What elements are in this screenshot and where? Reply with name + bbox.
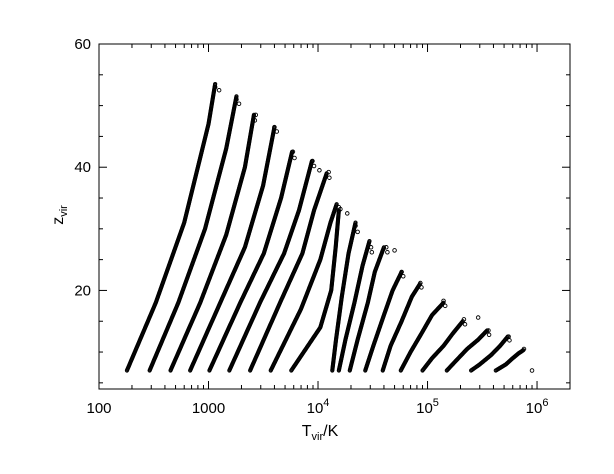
outlier-point	[272, 124, 277, 130]
x-tick-label: 100	[86, 400, 111, 417]
outlier-point	[326, 169, 331, 175]
outlier-point	[253, 112, 258, 118]
outlier-point	[311, 163, 317, 169]
outlier-point	[292, 155, 297, 161]
outlier-point	[442, 303, 448, 309]
outlier-point	[475, 315, 481, 320]
x-tick-label: 1000	[192, 400, 225, 417]
outlier-point	[236, 101, 242, 107]
outlier-point	[212, 84, 218, 90]
series-15	[398, 300, 446, 373]
outlier-point	[529, 368, 535, 373]
outlier-point	[345, 211, 350, 216]
series-8	[268, 202, 339, 373]
outlier-point	[317, 168, 322, 173]
x-tick-label: 104	[307, 397, 330, 417]
outlier-point	[385, 249, 390, 255]
series-9	[289, 208, 341, 373]
tick-labels: 100 1000 104 105 106 20 40 60	[74, 36, 548, 417]
data-point	[334, 202, 339, 207]
data-point	[251, 112, 257, 117]
series-18	[469, 334, 510, 373]
outlier-points	[212, 84, 535, 373]
x-axis-label: Tvir/K	[302, 423, 339, 443]
series-17	[444, 328, 490, 373]
x-tick-label: 106	[526, 397, 549, 417]
outlier-point	[461, 317, 467, 322]
outlier-point	[310, 158, 315, 164]
outlier-point	[252, 118, 258, 123]
series-2	[147, 94, 239, 373]
series-16	[420, 319, 465, 373]
series-14	[380, 282, 422, 373]
outlier-point	[418, 280, 423, 286]
plot-frame	[98, 43, 571, 390]
y-tick-label: 60	[74, 36, 91, 53]
outlier-point	[353, 223, 358, 228]
series-6	[227, 158, 315, 373]
y-tick-label: 20	[74, 282, 91, 299]
outlier-point	[441, 298, 446, 304]
outlier-point	[234, 97, 239, 102]
outlier-point	[399, 269, 404, 275]
outlier-point	[392, 248, 397, 253]
outlier-point	[384, 245, 389, 250]
series-19	[493, 348, 526, 373]
outlier-point	[290, 149, 296, 155]
outlier-point	[355, 229, 360, 235]
axis-ticks	[98, 43, 571, 389]
outlier-point	[486, 332, 492, 338]
series-7	[248, 171, 329, 373]
data-points	[124, 81, 535, 373]
outlier-point	[462, 322, 468, 327]
y-tick-label: 40	[74, 159, 91, 176]
outlier-point	[338, 206, 343, 212]
outlier-point	[419, 285, 424, 290]
data-point	[367, 239, 372, 244]
x-tick-label: 105	[416, 397, 439, 417]
outlier-point	[216, 87, 222, 93]
y-axis-label: zvir	[50, 205, 70, 225]
outlier-point	[486, 328, 491, 333]
series-10	[330, 220, 358, 373]
series-1	[124, 81, 218, 373]
series-12	[347, 245, 387, 373]
series-5	[207, 149, 295, 373]
series-3	[168, 112, 257, 373]
outlier-point	[521, 346, 527, 352]
data-point	[381, 245, 387, 250]
outlier-point	[507, 338, 512, 343]
outlier-point	[368, 245, 374, 250]
series-4	[188, 125, 277, 373]
outlier-point	[327, 175, 332, 180]
outlier-point	[274, 129, 280, 134]
outlier-point	[369, 249, 375, 255]
outlier-point	[400, 274, 406, 279]
